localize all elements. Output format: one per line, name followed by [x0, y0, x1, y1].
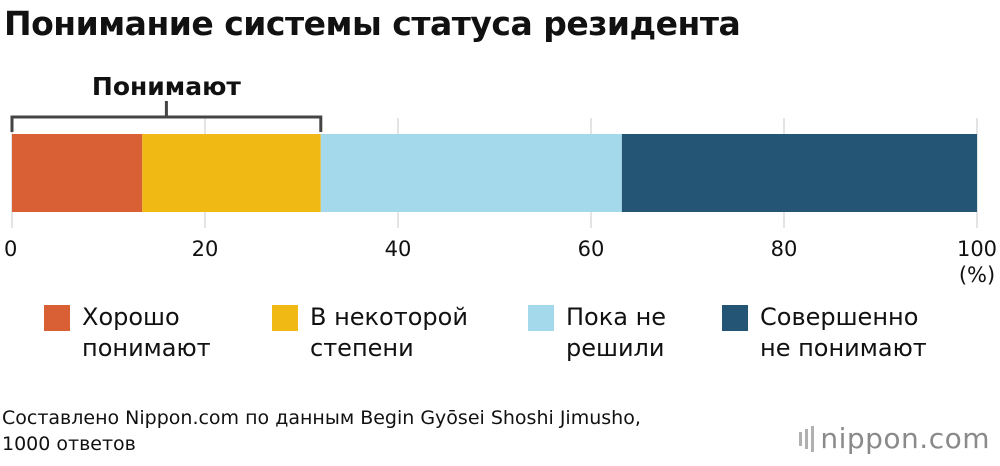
bar-segments: [12, 134, 977, 212]
logo-mark-icon: [799, 425, 815, 452]
legend-item-4: Совершенно не понимают: [722, 302, 927, 364]
bar-segment-3: [320, 134, 622, 212]
tick-label: 20: [192, 237, 219, 261]
stacked-bar-chart: Понимают 0 20 40 60 80 100 (%): [4, 72, 997, 287]
tick-label: 60: [578, 237, 605, 261]
tick-label: 100: [957, 237, 997, 261]
tick-label: 80: [771, 237, 798, 261]
bracket-line: [10, 101, 323, 132]
legend-item-1: Хорошо понимают: [44, 302, 211, 364]
source-note: Составлено Nippon.com по данным Begin Gy…: [2, 407, 641, 455]
x-axis-ticks: 0 20 40 60 80 100: [4, 237, 997, 261]
legend: Хорошо понимают В некоторой степени Пока н…: [0, 302, 1000, 372]
legend-swatch: [44, 305, 70, 331]
legend-item-3: Пока не решили: [528, 302, 666, 364]
tick-label: 0: [4, 237, 17, 261]
bar-segment-1: [12, 134, 143, 212]
bar-segment-2: [142, 134, 321, 212]
unit-label: (%): [959, 263, 995, 287]
chart-title: Понимание системы статуса резидента: [4, 4, 741, 43]
bar-segment-4: [621, 134, 977, 212]
logo-suffix: .com: [919, 422, 990, 455]
legend-swatch: [272, 305, 298, 331]
legend-label: Хорошо понимают: [82, 303, 211, 362]
nippon-logo: nippon .com: [799, 422, 990, 455]
logo-text: nippon: [820, 422, 920, 455]
bracket-label: Понимают: [92, 72, 241, 101]
legend-swatch: [722, 305, 748, 331]
legend-label: В некоторой степени: [310, 303, 468, 362]
legend-label: Пока не решили: [566, 303, 667, 362]
legend-item-2: В некоторой степени: [272, 302, 468, 364]
legend-label: Совершенно не понимают: [760, 303, 927, 362]
understand-bracket: Понимают: [10, 72, 323, 132]
legend-swatch: [528, 305, 554, 331]
tick-label: 40: [385, 237, 412, 261]
